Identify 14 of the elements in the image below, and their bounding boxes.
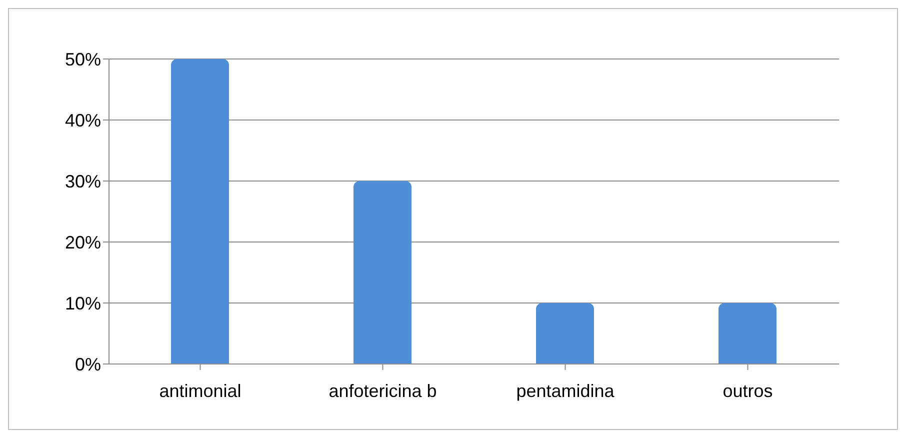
x-tick-label: pentamidina <box>516 380 616 401</box>
bar <box>536 303 594 364</box>
y-tick-label: 0% <box>74 354 101 374</box>
x-tick-label: antimonial <box>159 380 242 401</box>
y-tick-label: 20% <box>64 232 101 252</box>
y-tick-label: 40% <box>64 110 101 130</box>
y-tick-label: 10% <box>64 293 101 314</box>
bar <box>354 181 412 364</box>
y-tick-label: 30% <box>64 171 101 192</box>
bar <box>718 303 776 364</box>
x-tick-label: anfotericina b <box>328 380 437 401</box>
x-tick-label: outros <box>722 380 773 401</box>
y-tick-label: 50% <box>64 49 101 70</box>
bar <box>171 59 229 364</box>
